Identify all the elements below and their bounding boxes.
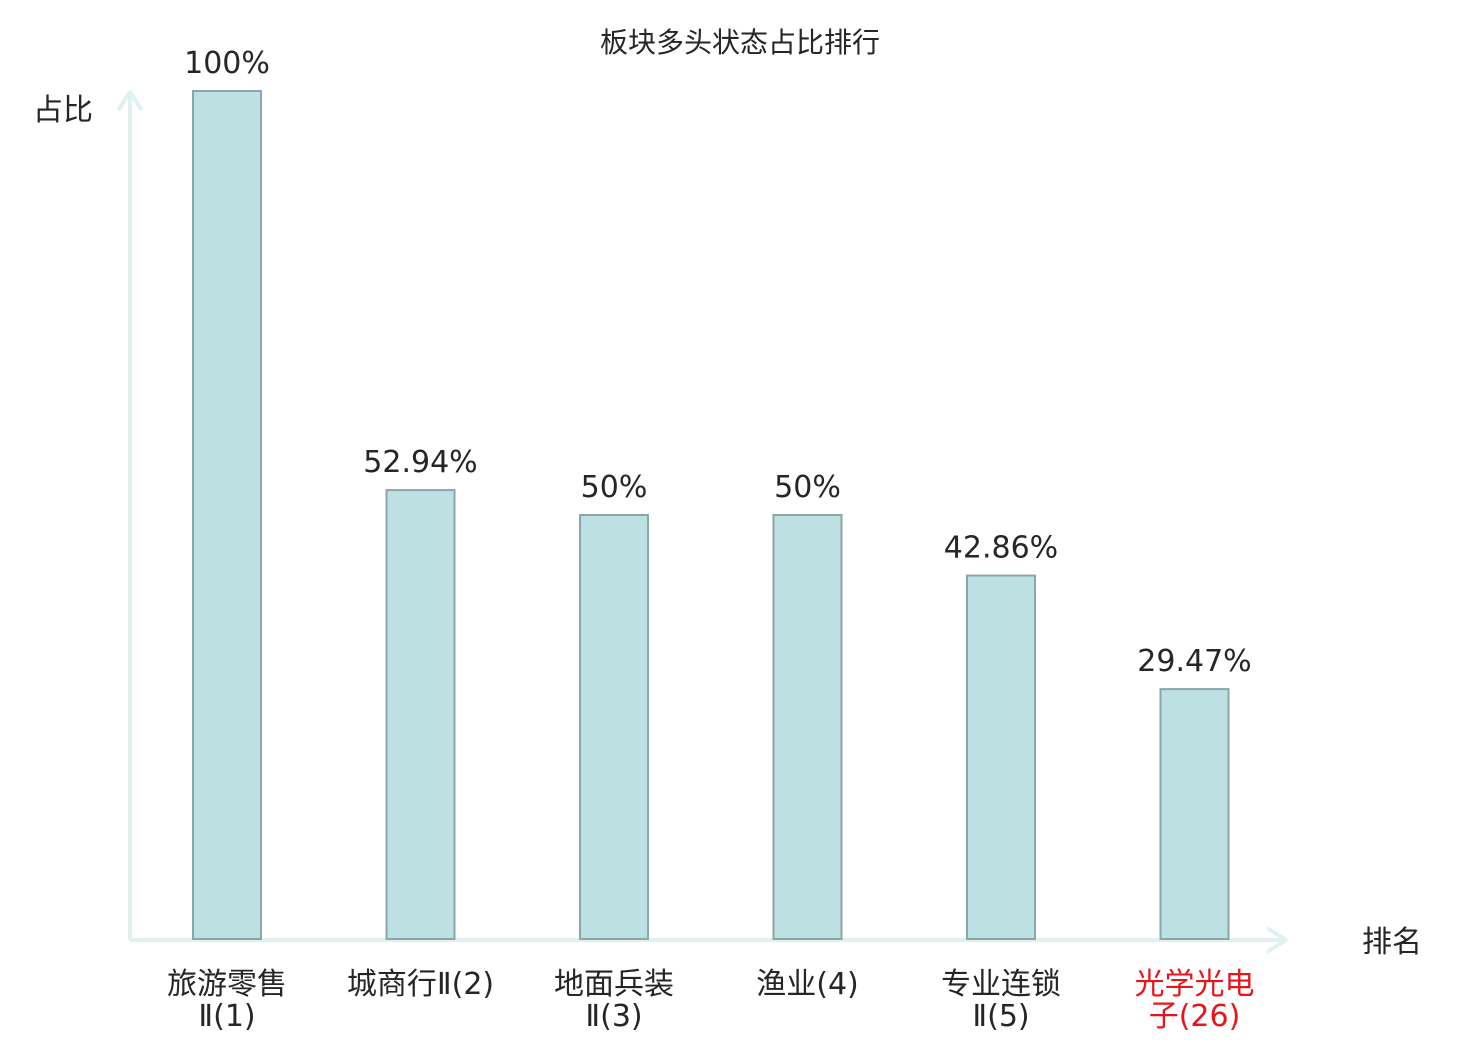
- x-tick-label: Ⅱ(5): [972, 999, 1029, 1034]
- x-tick-label: 地面兵装: [554, 967, 674, 1002]
- bar: [192, 90, 262, 940]
- bar-value-label: 100%: [184, 46, 270, 81]
- x-tick-label: Ⅱ(3): [585, 999, 642, 1034]
- bar-value-label: 52.94%: [363, 445, 477, 480]
- x-tick-label: 子(26): [1149, 999, 1241, 1034]
- x-tick-label: 旅游零售: [167, 967, 287, 1002]
- bar-value-label: 29.47%: [1137, 644, 1251, 679]
- x-axis-arrow: [1267, 927, 1288, 953]
- bar: [1159, 688, 1230, 941]
- bar: [772, 514, 843, 940]
- y-axis-arrow: [117, 90, 143, 111]
- y-axis: [117, 90, 143, 940]
- bar: [579, 514, 649, 940]
- x-axis-label: 排名: [1362, 925, 1422, 960]
- x-tick-label: 光学光电: [1135, 967, 1255, 1002]
- bar: [966, 574, 1036, 940]
- y-axis-label: 占比: [33, 93, 93, 128]
- x-tick-label: 专业连锁: [941, 967, 1061, 1002]
- chart-title: 板块多头状态占比排行: [600, 26, 880, 59]
- bar-value-label: 42.86%: [944, 531, 1058, 566]
- x-tick-label: Ⅱ(1): [198, 999, 255, 1034]
- x-tick-label: 渔业(4): [756, 967, 859, 1002]
- bar-value-label: 50%: [774, 470, 841, 505]
- bar: [385, 489, 456, 940]
- bar-value-label: 50%: [581, 470, 648, 505]
- x-tick-label: 城商行Ⅱ(2): [347, 967, 494, 1002]
- x-axis: [130, 927, 1288, 953]
